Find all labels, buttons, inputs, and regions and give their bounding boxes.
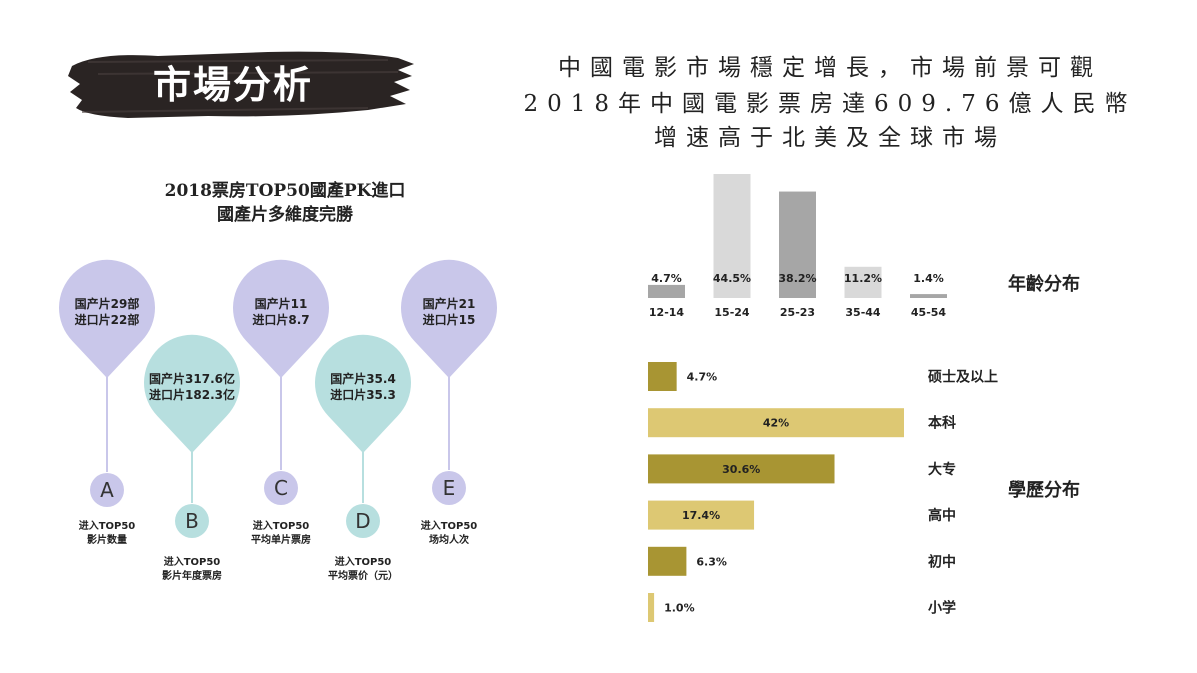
pin-a-marker xyxy=(90,473,124,507)
education-bar-4 xyxy=(648,546,687,576)
education-bar-0 xyxy=(648,362,677,391)
pin-value-line-2: 进口片8.7 xyxy=(252,313,310,327)
age-value-label: 4.7% xyxy=(651,272,682,285)
age-distribution-label: 年齡分布 xyxy=(1008,274,1080,295)
education-value-label: 4.7% xyxy=(687,371,718,384)
age-value-label: 44.5% xyxy=(713,272,751,285)
education-category-label: 小学 xyxy=(928,600,956,617)
comparison-subtitle-2: 國產片多維度完勝 xyxy=(217,205,353,225)
pin-value-line-1: 国产片35.4 xyxy=(330,372,396,386)
pin-b-letter: B xyxy=(185,509,199,533)
headline-line-3: 增速高于北美及全球市場 xyxy=(654,125,1006,151)
age-tick-label: 15-24 xyxy=(714,306,750,319)
pin-value-line-2: 进口片182.3亿 xyxy=(149,388,235,402)
education-category-label: 初中 xyxy=(928,553,956,570)
pin-caption-line-1: 进入TOP50 xyxy=(420,521,478,532)
pin-d-marker xyxy=(346,504,380,538)
age-value-label: 11.2% xyxy=(844,272,882,285)
pin-b-values: 国产片317.6亿 进口片182.3亿 xyxy=(132,371,252,403)
education-value-label: 1.0% xyxy=(664,602,695,615)
pin-e-marker xyxy=(432,471,466,505)
pin-value-line-1: 国产片21 xyxy=(422,297,476,311)
pin-e-caption: 进入TOP50 场均人次 xyxy=(389,520,509,548)
pin-b-caption: 进入TOP50 影片年度票房 xyxy=(132,556,252,584)
pin-a-values: 国产片29部 进口片22部 xyxy=(47,296,167,328)
education-distribution-chart: 4.7% 硕士及以上 42% 本科 30.6% 大专 17.4% 高中 6.3% 初中 1.0% 小学 xyxy=(648,362,998,622)
age-tick-label: 25-23 xyxy=(780,306,815,319)
education-bar-2 xyxy=(648,454,835,484)
pin-d-bubble xyxy=(315,334,412,453)
pin-caption-line-1: 进入TOP50 xyxy=(163,557,221,568)
pin-caption-line-1: 进入TOP50 xyxy=(334,557,392,568)
education-value-label: 42% xyxy=(763,417,789,430)
pin-caption-line-2: 平均票价（元） xyxy=(328,571,398,582)
education-bar-3 xyxy=(648,500,755,530)
pin-d-values: 国产片35.4 进口片35.3 xyxy=(303,371,423,403)
pin-b-marker xyxy=(175,504,209,538)
pin-a-bubble xyxy=(59,259,156,378)
age-bar-12-14 xyxy=(648,284,685,298)
pin-e-letter: E xyxy=(442,476,456,500)
education-category-label: 本科 xyxy=(928,415,956,432)
pin-value-line-2: 进口片22部 xyxy=(74,313,140,327)
age-tick-label: 35-44 xyxy=(845,306,881,319)
education-category-label: 大专 xyxy=(928,461,956,478)
pin-infographic xyxy=(59,259,497,538)
pin-value-line-2: 进口片35.3 xyxy=(330,388,396,402)
education-value-label: 6.3% xyxy=(696,555,727,568)
age-value-label: 38.2% xyxy=(778,272,816,285)
headline-line-1: 中國電影市場穩定增長，市場前景可觀 xyxy=(558,55,1102,81)
pin-d-letter: D xyxy=(355,509,371,533)
age-tick-label: 12-14 xyxy=(649,306,685,319)
pin-b-bubble xyxy=(144,334,240,453)
brush-stroke-banner xyxy=(68,51,414,118)
education-category-label: 高中 xyxy=(928,507,956,524)
pin-value-line-1: 国产片29部 xyxy=(74,297,140,311)
pin-c-marker xyxy=(264,471,298,505)
pin-d-caption: 进入TOP50 平均票价（元） xyxy=(303,556,423,584)
pin-caption-line-2: 影片年度票房 xyxy=(162,571,222,582)
pin-value-line-1: 国产片317.6亿 xyxy=(149,372,235,386)
pin-caption-line-1: 进入TOP50 xyxy=(78,521,136,532)
age-distribution-chart: 4.7% 12-14 44.5% 15-24 38.2% 25-23 11.2% 35-44 1… xyxy=(648,174,947,319)
education-value-label: 30.6% xyxy=(722,463,760,476)
pin-a-caption: 进入TOP50 影片数量 xyxy=(47,520,167,548)
page-title: 市場分析 xyxy=(152,62,313,107)
education-bar-1 xyxy=(648,408,904,438)
pin-e-bubble xyxy=(400,259,497,378)
headline-line-2: 2018年中國電影票房達609.76億人民幣 xyxy=(523,91,1137,117)
pin-a-letter: A xyxy=(100,478,114,502)
comparison-subtitle-1: 2018票房TOP50國產PK進口 xyxy=(164,181,406,201)
pin-value-line-2: 进口片15 xyxy=(422,313,476,327)
age-bar-15-24 xyxy=(713,174,751,298)
education-value-label: 17.4% xyxy=(682,509,720,522)
age-tick-label: 45-54 xyxy=(911,306,947,319)
pin-e-values: 国产片21 进口片15 xyxy=(389,296,509,328)
pin-caption-line-1: 进入TOP50 xyxy=(252,521,310,532)
education-distribution-label: 學歷分布 xyxy=(1008,480,1080,501)
pin-c-caption: 进入TOP50 平均单片票房 xyxy=(221,520,341,548)
pin-caption-line-2: 场均人次 xyxy=(429,535,469,546)
age-bar-35-44 xyxy=(844,266,882,298)
pin-c-values: 国产片11 进口片8.7 xyxy=(221,296,341,328)
age-bar-45-54 xyxy=(910,294,947,298)
age-value-label: 1.4% xyxy=(913,272,944,285)
pin-caption-line-2: 影片数量 xyxy=(87,535,127,546)
education-bar-5 xyxy=(648,593,655,622)
pin-c-letter: C xyxy=(274,476,288,500)
age-bar-25-23 xyxy=(779,191,816,298)
pin-c-bubble xyxy=(233,259,329,378)
education-category-label: 硕士及以上 xyxy=(928,369,998,386)
pin-value-line-1: 国产片11 xyxy=(254,297,308,311)
pin-caption-line-2: 平均单片票房 xyxy=(251,535,311,546)
